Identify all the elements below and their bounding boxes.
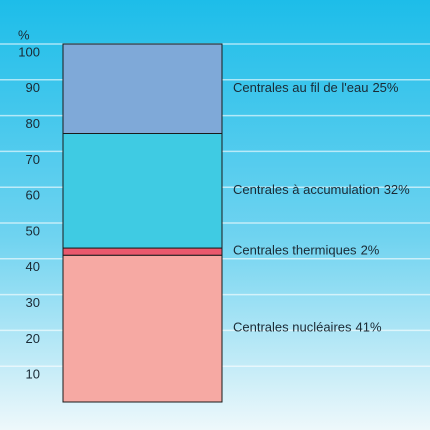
- series-name: Centrales thermiques: [233, 243, 357, 258]
- series-name: Centrales à accumulation: [233, 182, 380, 197]
- y-tick-label: 90: [26, 80, 40, 95]
- bar-segment: [62, 133, 223, 249]
- bar-segment: [62, 43, 223, 134]
- y-tick-label: 60: [26, 188, 40, 203]
- bar-segment: [62, 247, 223, 256]
- segment-label: Centrales thermiques 2%: [233, 243, 380, 258]
- y-tick-label: 100: [18, 44, 40, 59]
- y-tick-label: 80: [26, 116, 40, 131]
- series-name: Centrales nucléaires: [233, 320, 352, 335]
- bar-segment: [62, 254, 223, 403]
- value-label: 32%: [384, 182, 410, 197]
- segment-label: Centrales à accumulation 32%: [233, 182, 410, 197]
- y-tick-label: 40: [26, 259, 40, 274]
- value-label: 2%: [361, 243, 380, 258]
- y-tick-label: 20: [26, 331, 40, 346]
- value-label: 41%: [356, 320, 382, 335]
- y-tick-label: 70: [26, 152, 40, 167]
- segment-label: Centrales nucléaires 41%: [233, 320, 382, 335]
- segment-label: Centrales au fil de l'eau 25%: [233, 80, 399, 95]
- series-name: Centrales au fil de l'eau: [233, 80, 368, 95]
- y-tick-label: 10: [26, 367, 40, 382]
- y-tick-label: 50: [26, 223, 40, 238]
- value-label: 25%: [372, 80, 398, 95]
- y-tick-label: 30: [26, 295, 40, 310]
- y-axis-label: %: [18, 27, 30, 42]
